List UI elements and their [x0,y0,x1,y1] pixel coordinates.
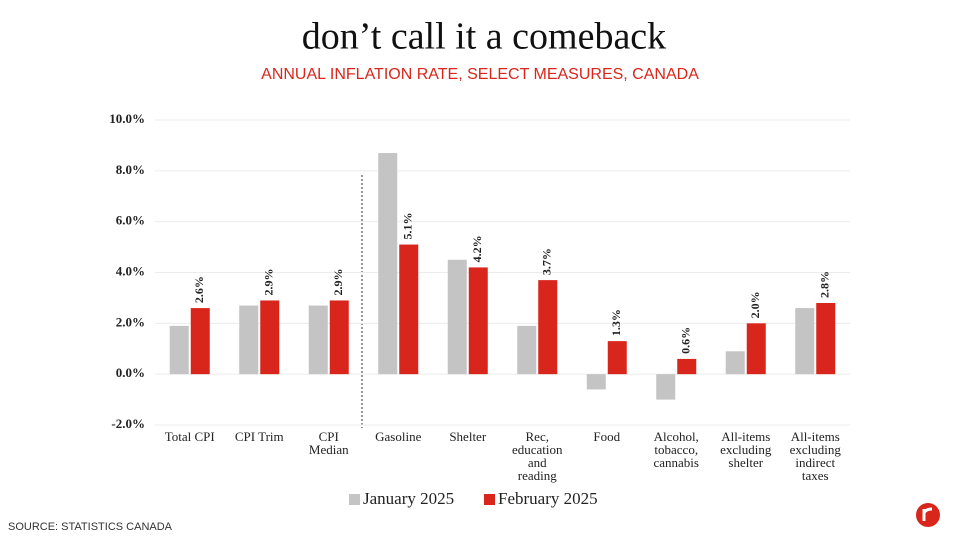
bar [308,305,328,375]
bar [239,305,259,375]
x-tick-line: Rec, [526,429,549,444]
x-tick-line: reading [518,468,557,483]
value-label: 2.6% [192,276,206,303]
x-tick-line: All-items [791,429,840,444]
bar [607,341,627,375]
y-tick-label: 2.0% [116,314,145,329]
x-tick-line: excluding [720,442,772,457]
x-tick-line: Median [309,442,349,457]
legend-label: January 2025 [363,489,454,508]
x-tick-label: CPI Trim [235,429,284,444]
legend-label: February 2025 [498,489,598,508]
x-tick-line: shelter [728,455,763,470]
x-tick-label: Alcohol, tobacco, cannabis [654,429,699,470]
x-tick-line: All-items [721,429,770,444]
x-tick-line: CPI Trim [235,429,284,444]
x-tick-line: taxes [802,468,829,483]
x-tick-line: Total CPI [165,429,215,444]
value-label: 3.7% [540,248,554,275]
bar [260,300,280,375]
bar [447,259,467,375]
y-tick-label: 8.0% [116,162,145,177]
x-tick-label: All-items excluding shelter [720,429,772,470]
x-tick-line: and [528,455,547,470]
value-label: 0.6% [679,327,693,354]
x-tick-line: indirect [795,455,835,470]
bar [517,325,537,375]
x-tick-line: Gasoline [375,429,421,444]
x-tick-line: education [512,442,563,457]
bar [190,308,210,375]
x-tick-label: Total CPI [165,429,215,444]
bar [677,358,697,375]
y-tick-label: 0.0% [116,365,145,380]
y-tick-label: 4.0% [116,263,145,278]
value-label: 2.0% [748,291,762,318]
x-tick-line: CPI [319,429,339,444]
x-tick-line: tobacco, [654,442,698,457]
bar [329,300,349,375]
x-tick-line: Food [593,429,620,444]
source: SOURCE: STATISTICS CANADA [8,521,173,533]
value-label: 1.3% [609,309,623,336]
x-tick-label: Shelter [449,429,486,444]
legend-swatch [349,494,360,505]
bar [169,325,189,375]
x-tick-label: Gasoline [375,429,421,444]
bar [378,153,398,375]
bar [656,374,676,400]
y-tick-label: 6.0% [116,213,145,228]
y-tick-label: -2.0% [111,416,145,431]
chart-title: don’t call it a comeback [302,16,666,58]
value-label: 4.2% [470,235,484,262]
legend-swatch [484,494,495,505]
bar [725,351,745,375]
x-tick-label: Food [593,429,620,444]
x-tick-label: All-items excluding indirect taxes [790,429,842,483]
value-label: 5.1% [401,213,415,240]
value-label: 2.8% [818,271,832,298]
logo [916,503,940,527]
y-tick-label: 10.0% [109,111,145,126]
bar [795,308,815,375]
x-tick-line: cannabis [654,455,699,470]
bar [399,244,419,375]
bar [746,323,766,375]
value-label: 2.9% [262,268,276,295]
x-tick-line: excluding [790,442,842,457]
x-tick-label: Rec, education and reading [512,429,563,483]
bar [468,267,488,375]
bar [538,280,558,375]
chart-subtitle: ANNUAL INFLATION RATE, SELECT MEASURES, … [261,66,699,83]
bar [816,303,836,375]
x-tick-label: CPI Median [309,429,349,457]
bar [586,374,606,390]
value-label: 2.9% [331,268,345,295]
x-tick-line: Alcohol, [654,429,699,444]
x-tick-line: Shelter [449,429,486,444]
